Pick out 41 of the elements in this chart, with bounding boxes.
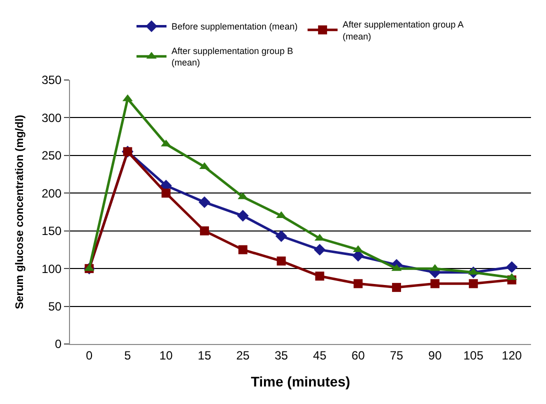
point: [238, 245, 248, 254]
point: [314, 234, 325, 241]
point: [276, 211, 286, 218]
y-tick-label: 300: [42, 110, 62, 125]
x-tick-label: 5: [124, 348, 132, 362]
x-tick-label: 75: [390, 348, 404, 362]
legend-label: After supplementation group A (mean): [342, 20, 464, 42]
x-tick-label: 120: [502, 348, 522, 362]
y-tick-label: 0: [54, 337, 62, 352]
point: [200, 226, 209, 236]
x-tick-label: 35: [274, 348, 288, 362]
x-tick-label: 15: [198, 348, 212, 362]
x-tick-label: 60: [351, 348, 366, 362]
point: [315, 272, 324, 281]
point: [237, 210, 249, 222]
x-axis-title: Time (minutes): [250, 374, 350, 390]
y-tick-label: 50: [48, 299, 62, 314]
point: [276, 256, 286, 266]
y-tick-label: 200: [42, 186, 62, 200]
point: [275, 230, 288, 242]
legend-label: Before supplementation (mean): [172, 22, 298, 32]
y-axis-title: Serum glucose concentration (mg/dl): [14, 114, 26, 310]
x-tick-label: 90: [428, 348, 442, 362]
y-tick-label: 100: [42, 262, 62, 276]
point: [354, 279, 363, 288]
point: [162, 188, 171, 198]
point: [506, 261, 518, 273]
x-tick-label: 45: [313, 348, 327, 362]
point: [198, 196, 210, 208]
x-tick-label: 105: [463, 348, 484, 362]
x-tick-label: 0: [86, 348, 93, 362]
point: [468, 279, 478, 288]
point: [392, 282, 402, 292]
y-tick-label: 250: [42, 148, 62, 163]
y-tick-label: 150: [42, 224, 62, 238]
point: [430, 279, 440, 288]
x-tick-label: 25: [236, 348, 250, 362]
legend-label: After supplementation group B (mean): [172, 46, 294, 68]
x-tick-label: 10: [159, 348, 174, 362]
point: [314, 244, 326, 256]
y-tick-label: 350: [42, 73, 62, 88]
